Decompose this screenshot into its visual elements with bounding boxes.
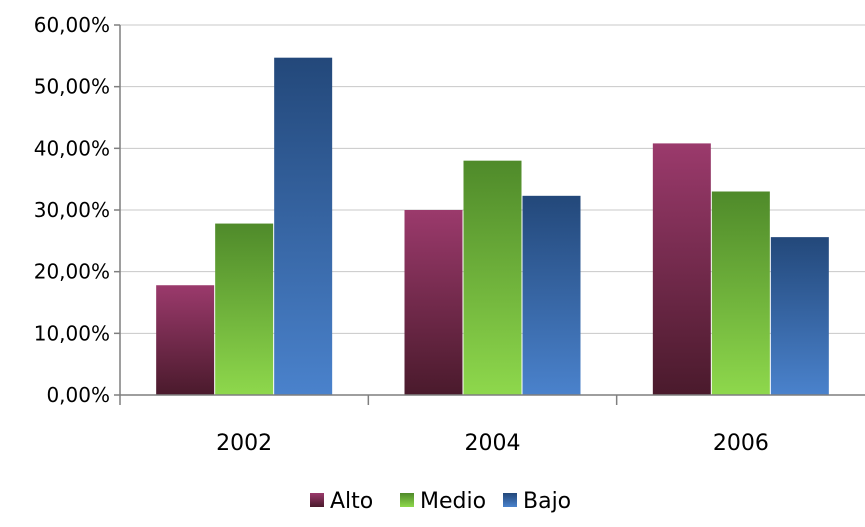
x-category-label: 2006 [713, 431, 769, 456]
bar-bajo-2002 [274, 57, 333, 395]
bar-alto-2006 [652, 143, 711, 395]
bar-medio-2006 [711, 191, 770, 395]
bar-bajo-2004 [522, 195, 581, 395]
bar-medio-2002 [215, 223, 274, 395]
legend-label-medio: Medio [420, 489, 486, 514]
bar-alto-2002 [156, 285, 215, 395]
legend: Alto Medio Bajo [310, 489, 571, 514]
y-tick-labels: 0,00% 10,00% 20,00% 30,00% 40,00% 50,00% 60,00… [34, 13, 110, 407]
bars [156, 57, 829, 395]
y-tick-label: 0,00% [46, 383, 110, 407]
y-tick-label: 60,00% [34, 13, 110, 37]
legend-label-bajo: Bajo [523, 489, 571, 514]
bar-alto-2004 [404, 210, 463, 395]
x-category-labels: 2002 2004 2006 [216, 431, 769, 456]
y-tick-label: 10,00% [34, 321, 110, 345]
y-tick-label: 50,00% [34, 75, 110, 99]
x-category-label: 2002 [216, 431, 272, 456]
axes [114, 24, 865, 405]
x-category-label: 2004 [465, 431, 521, 456]
y-tick-label: 30,00% [34, 198, 110, 222]
bar-bajo-2006 [770, 237, 829, 395]
y-tick-label: 40,00% [34, 136, 110, 160]
legend-swatch-medio [400, 493, 414, 507]
y-tick-label: 20,00% [34, 260, 110, 284]
bar-medio-2004 [463, 160, 522, 395]
legend-swatch-bajo [503, 493, 517, 507]
legend-swatch-alto [310, 493, 324, 507]
legend-label-alto: Alto [330, 489, 373, 514]
